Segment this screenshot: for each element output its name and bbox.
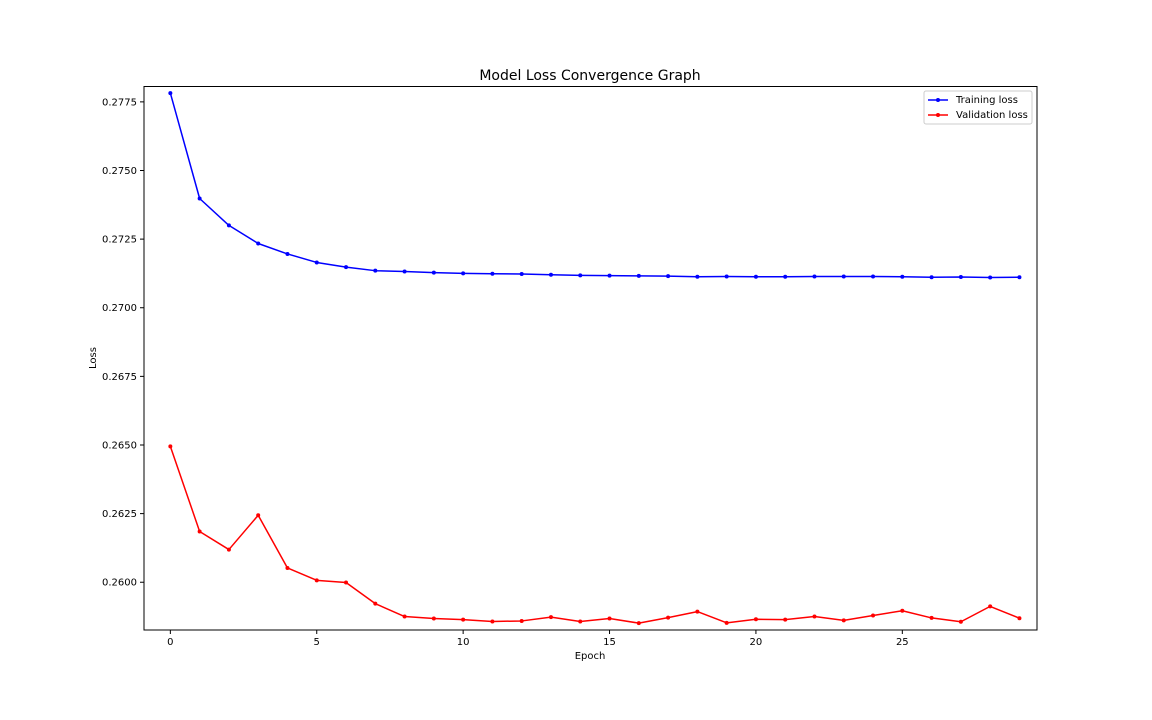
training-loss-point: [519, 271, 524, 276]
training-loss-point: [783, 274, 788, 279]
x-tick-label: 20: [750, 637, 763, 648]
validation-loss-point: [666, 615, 671, 620]
training-loss-line: [169, 92, 1020, 279]
training-loss-point: [1017, 275, 1022, 280]
validation-loss-point: [373, 601, 378, 606]
validation-loss-point: [431, 616, 436, 621]
x-tick-label: 15: [603, 637, 616, 648]
validation-loss-point: [753, 617, 758, 622]
training-loss-point: [490, 271, 495, 276]
chart-title: Model Loss Convergence Graph: [479, 68, 700, 84]
training-loss-point: [958, 274, 963, 279]
validation-loss-point: [636, 621, 641, 626]
training-loss-point: [812, 274, 817, 279]
legend-box: [923, 90, 1033, 125]
y-tick-label: 0.2775: [102, 97, 137, 108]
y-tick-label: 0.2675: [102, 372, 137, 383]
validation-loss-point: [519, 618, 524, 623]
validation-loss-point: [607, 616, 612, 621]
validation-loss-point: [900, 608, 905, 613]
validation-loss-point: [197, 529, 202, 534]
training-loss-point: [636, 273, 641, 278]
y-tick-label: 0.2725: [102, 235, 137, 246]
validation-loss-point: [548, 615, 553, 620]
validation-loss-point: [958, 619, 963, 624]
legend-marker-validation: [936, 113, 940, 117]
y-axis-ticks: 0.2600 0.2625 0.2650 0.2675 0.2700 0.2725 0.27…: [102, 97, 144, 589]
training-loss-point: [753, 274, 758, 279]
training-loss-point: [841, 274, 846, 279]
training-loss-point: [285, 251, 290, 256]
training-loss-point: [988, 275, 993, 280]
validation-loss-point: [578, 619, 583, 624]
validation-loss-point: [1017, 616, 1022, 621]
validation-loss-point: [285, 565, 290, 570]
validation-loss-point: [168, 444, 173, 449]
training-loss-point: [607, 273, 612, 278]
x-tick-label: 0: [167, 637, 173, 648]
validation-loss-point: [783, 617, 788, 622]
x-tick-label: 25: [896, 637, 909, 648]
training-loss-point: [197, 196, 202, 201]
validation-loss-point: [988, 604, 993, 609]
training-loss-point: [168, 91, 173, 96]
validation-loss-point: [461, 617, 466, 622]
x-axis-ticks: 0 5 10 15 20 25: [167, 630, 909, 648]
validation-loss-point: [724, 620, 729, 625]
training-loss-point: [578, 273, 583, 278]
validation-loss-point: [695, 609, 700, 614]
training-loss-point: [344, 265, 349, 270]
x-tick-label: 10: [457, 637, 470, 648]
y-tick-label: 0.2650: [102, 440, 137, 451]
training-loss-point: [461, 271, 466, 276]
training-loss-point: [402, 269, 407, 274]
legend-marker-training: [936, 98, 940, 102]
y-tick-label: 0.2700: [102, 303, 137, 314]
y-tick-label: 0.2625: [102, 509, 137, 520]
plot-area: [168, 91, 1022, 626]
validation-loss-point: [226, 547, 231, 552]
training-loss-point: [900, 274, 905, 279]
validation-loss-point: [314, 578, 319, 583]
validation-loss-point: [812, 614, 817, 619]
training-loss-point: [431, 270, 436, 275]
training-loss-point: [695, 274, 700, 279]
legend-label-validation: Validation loss: [956, 110, 1028, 121]
validation-loss-point: [871, 613, 876, 618]
y-tick-label: 0.2600: [102, 578, 137, 589]
validation-loss-point: [841, 618, 846, 623]
training-loss-point: [226, 223, 231, 228]
validation-loss-point: [256, 513, 261, 518]
validation-loss-point: [929, 615, 934, 620]
y-tick-label: 0.2750: [102, 166, 137, 177]
legend-label-training: Training loss: [955, 95, 1018, 106]
training-loss-point: [373, 268, 378, 273]
training-loss-point: [548, 272, 553, 277]
training-loss-point: [929, 275, 934, 280]
plot-frame: [143, 86, 1038, 631]
training-loss-point: [871, 274, 876, 279]
validation-loss-point: [344, 580, 349, 585]
legend: Training loss Validation loss: [923, 90, 1033, 125]
x-axis-label: Epoch: [575, 651, 606, 662]
x-tick-label: 5: [314, 637, 320, 648]
validation-loss-point: [490, 619, 495, 624]
training-loss-point: [666, 274, 671, 279]
training-loss-point: [724, 274, 729, 279]
training-loss-point: [314, 260, 319, 265]
training-loss-point: [256, 241, 261, 246]
y-axis-label: Loss: [88, 347, 99, 369]
validation-loss-point: [402, 614, 407, 619]
validation-loss-line: [169, 446, 1020, 624]
